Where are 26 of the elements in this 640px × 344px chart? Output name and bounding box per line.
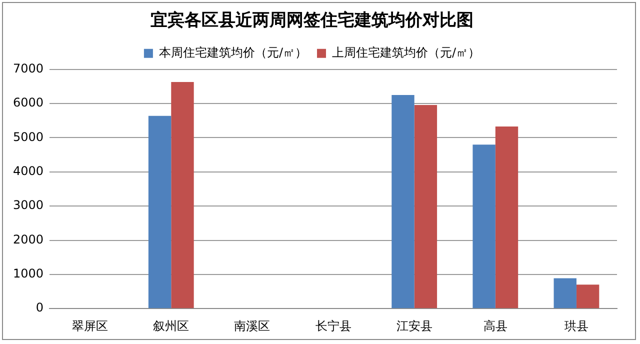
bar <box>171 82 194 308</box>
y-tick-label: 0 <box>36 300 44 315</box>
bar <box>472 144 496 308</box>
bar <box>414 104 438 308</box>
x-tick-label: 珙县 <box>564 318 588 333</box>
y-tick-label: 1000 <box>12 266 44 281</box>
y-tick-label: 4000 <box>12 164 44 178</box>
chart-title: 宜宾各区县近两周网签住宅建筑均价对比图 <box>150 10 474 31</box>
bar <box>148 116 172 308</box>
bar <box>495 126 518 308</box>
y-tick-label: 3000 <box>12 198 44 212</box>
bar <box>576 284 600 308</box>
y-tick-label: 2000 <box>12 232 44 246</box>
x-tick-label: 长宁县 <box>315 318 352 333</box>
x-tick-label: 江安县 <box>396 318 432 333</box>
y-tick-label: 6000 <box>12 96 44 110</box>
x-tick-label: 南溪区 <box>234 318 270 333</box>
bar <box>392 95 414 308</box>
y-tick-label: 7000 <box>12 62 44 76</box>
bar <box>554 278 576 308</box>
x-tick-label: 叙州区 <box>153 318 190 333</box>
x-tick-label: 高县 <box>483 318 508 333</box>
legend-label: 上周住宅建筑均价（元/㎡） <box>332 46 480 60</box>
x-tick-label: 翠屏区 <box>72 318 108 333</box>
legend-label: 本周住宅建筑均价（元/㎡） <box>158 46 308 60</box>
y-tick-label: 5000 <box>12 130 44 144</box>
